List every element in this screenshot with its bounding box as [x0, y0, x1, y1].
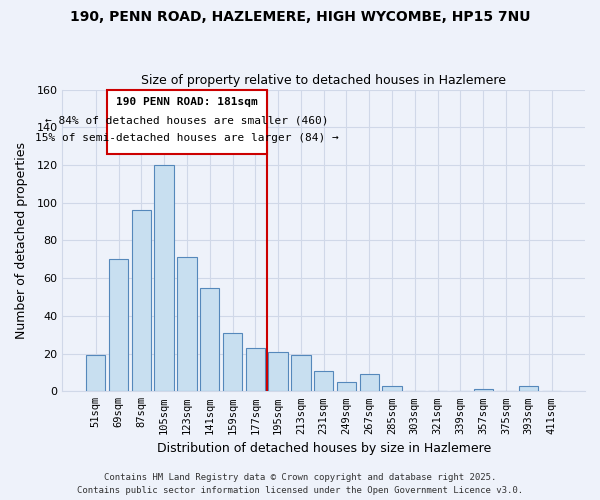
Text: 15% of semi-detached houses are larger (84) →: 15% of semi-detached houses are larger (… [35, 133, 339, 143]
Bar [131, 210, 151, 392]
Text: 190, PENN ROAD, HAZLEMERE, HIGH WYCOMBE, HP15 7NU: 190, PENN ROAD, HAZLEMERE, HIGH WYCOMBE,… [70, 10, 530, 24]
Bar [314, 370, 334, 392]
Bar [473, 390, 493, 392]
Bar [245, 348, 265, 392]
Bar [200, 288, 220, 392]
Bar [382, 386, 402, 392]
FancyBboxPatch shape [107, 90, 266, 154]
X-axis label: Distribution of detached houses by size in Hazlemere: Distribution of detached houses by size … [157, 442, 491, 455]
Bar [359, 374, 379, 392]
Y-axis label: Number of detached properties: Number of detached properties [15, 142, 28, 339]
Bar [177, 258, 197, 392]
Bar [86, 356, 106, 392]
Bar [337, 382, 356, 392]
Bar [109, 260, 128, 392]
Bar [519, 386, 538, 392]
Bar [268, 352, 288, 392]
Text: 190 PENN ROAD: 181sqm: 190 PENN ROAD: 181sqm [116, 97, 258, 107]
Text: ← 84% of detached houses are smaller (460): ← 84% of detached houses are smaller (46… [45, 116, 329, 126]
Text: Contains HM Land Registry data © Crown copyright and database right 2025.
Contai: Contains HM Land Registry data © Crown c… [77, 474, 523, 495]
Title: Size of property relative to detached houses in Hazlemere: Size of property relative to detached ho… [141, 74, 506, 87]
Bar [291, 356, 311, 392]
Bar [223, 333, 242, 392]
Bar [154, 165, 174, 392]
